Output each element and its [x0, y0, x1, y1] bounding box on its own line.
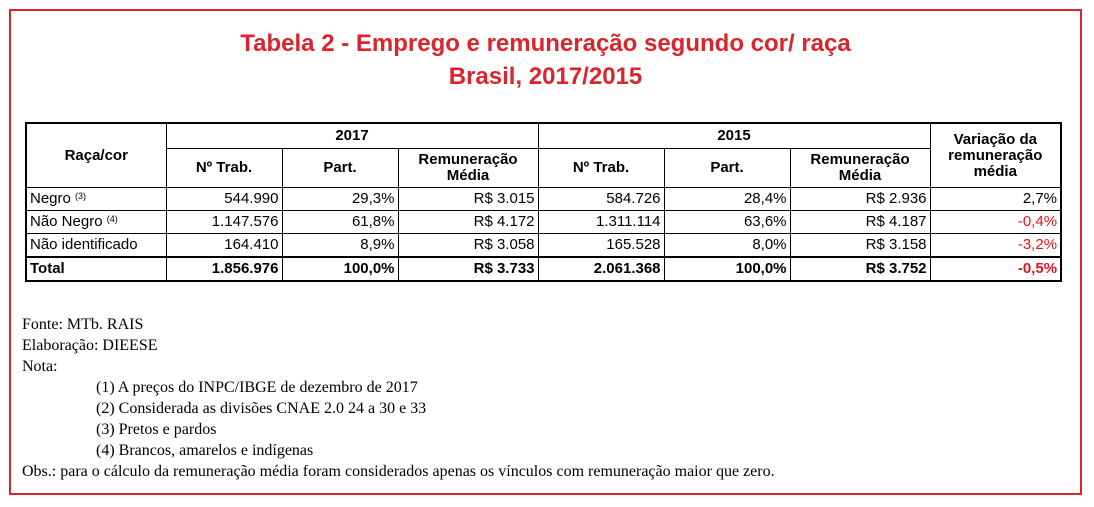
cell-part-2017: 8,9% — [281, 233, 399, 258]
note-label: Nota: — [22, 358, 58, 375]
data-table: Raça/cor 2017 2015 Variação da remuneraç… — [25, 122, 1063, 282]
header-variation-line2: remuneração — [948, 146, 1043, 164]
row-label-text: Negro — [30, 190, 71, 207]
cell-ntrab-2017: 1.147.576 — [165, 210, 283, 234]
header-rem-2017: Remuneração Média — [397, 148, 539, 188]
note-item: (4) Brancos, amarelos e indígenas — [96, 442, 314, 459]
header-rem-line2: Média — [446, 167, 490, 184]
header-ntrab-2015: Nº Trab. — [537, 148, 665, 188]
table-row: Não identificado 164.410 8,9% R$ 3.058 1… — [25, 233, 1062, 258]
cell-ntrab-2015: 1.311.114 — [537, 210, 665, 234]
row-label: Total — [25, 256, 167, 282]
header-variation-line3: média — [973, 162, 1017, 180]
cell-ntrab-2017: 544.990 — [165, 187, 283, 211]
header-rem-line1: Remuneração — [418, 151, 518, 168]
obs-note: Obs.: para o cálculo da remuneração médi… — [22, 463, 775, 480]
row-label-text: Não Negro — [30, 213, 103, 230]
header-year-2015: 2015 — [537, 122, 931, 149]
cell-part-2017: 29,3% — [281, 187, 399, 211]
row-label: Negro (3) — [25, 187, 167, 211]
header-rem-line1: Remuneração — [810, 151, 910, 168]
table-subtitle: Brasil, 2017/2015 — [448, 63, 643, 90]
cell-rem-2017: R$ 3.733 — [397, 256, 539, 282]
cell-part-2015: 28,4% — [663, 187, 791, 211]
cell-ntrab-2015: 165.528 — [537, 233, 665, 258]
cell-rem-2015: R$ 3.752 — [789, 256, 931, 282]
header-variation-line1: Variação da — [953, 130, 1037, 148]
table-row-total: Total 1.856.976 100,0% R$ 3.733 2.061.36… — [25, 256, 1062, 282]
row-note: (4) — [106, 214, 118, 224]
cell-ntrab-2015: 584.726 — [537, 187, 665, 211]
row-note: (3) — [75, 191, 87, 201]
cell-rem-2015: R$ 2.936 — [789, 187, 931, 211]
notes-block: Fonte: MTb. RAIS Elaboração: DIEESE Nota… — [22, 314, 775, 482]
cell-ntrab-2015: 2.061.368 — [537, 256, 665, 282]
header-part-2017: Part. — [281, 148, 399, 188]
cell-part-2015: 100,0% — [663, 256, 791, 282]
cell-variation: -0,4% — [929, 210, 1062, 234]
elaboration-note: Elaboração: DIEESE — [22, 337, 158, 354]
cell-ntrab-2017: 164.410 — [165, 233, 283, 258]
source-note: Fonte: MTb. RAIS — [22, 316, 144, 333]
cell-variation: -0,5% — [929, 256, 1062, 282]
cell-part-2017: 100,0% — [281, 256, 399, 282]
row-label: Não Negro (4) — [25, 210, 167, 234]
note-item: (2) Considerada as divisões CNAE 2.0 24 … — [96, 400, 427, 417]
table-title: Tabela 2 - Emprego e remuneração segundo… — [240, 30, 851, 57]
header-rem-2015: Remuneração Média — [789, 148, 931, 188]
header-ntrab-2017: Nº Trab. — [165, 148, 283, 188]
cell-rem-2017: R$ 3.058 — [397, 233, 539, 258]
cell-rem-2017: R$ 3.015 — [397, 187, 539, 211]
header-race: Raça/cor — [25, 122, 167, 188]
cell-variation: 2,7% — [929, 187, 1062, 211]
header-variation: Variação da remuneração média — [929, 122, 1062, 188]
cell-rem-2017: R$ 4.172 — [397, 210, 539, 234]
cell-rem-2015: R$ 3.158 — [789, 233, 931, 258]
cell-ntrab-2017: 1.856.976 — [165, 256, 283, 282]
table-row: Negro (3) 544.990 29,3% R$ 3.015 584.726… — [25, 187, 1062, 211]
header-rem-line2: Média — [838, 167, 882, 184]
row-label: Não identificado — [25, 233, 167, 258]
cell-part-2015: 8,0% — [663, 233, 791, 258]
cell-rem-2015: R$ 4.187 — [789, 210, 931, 234]
note-item: (3) Pretos e pardos — [96, 421, 217, 438]
table-row: Não Negro (4) 1.147.576 61,8% R$ 4.172 1… — [25, 210, 1062, 234]
cell-part-2015: 63,6% — [663, 210, 791, 234]
cell-variation: -3,2% — [929, 233, 1062, 258]
header-year-2017: 2017 — [165, 122, 539, 149]
cell-part-2017: 61,8% — [281, 210, 399, 234]
header-part-2015: Part. — [663, 148, 791, 188]
note-item: (1) A preços do INPC/IBGE de dezembro de… — [96, 379, 418, 396]
